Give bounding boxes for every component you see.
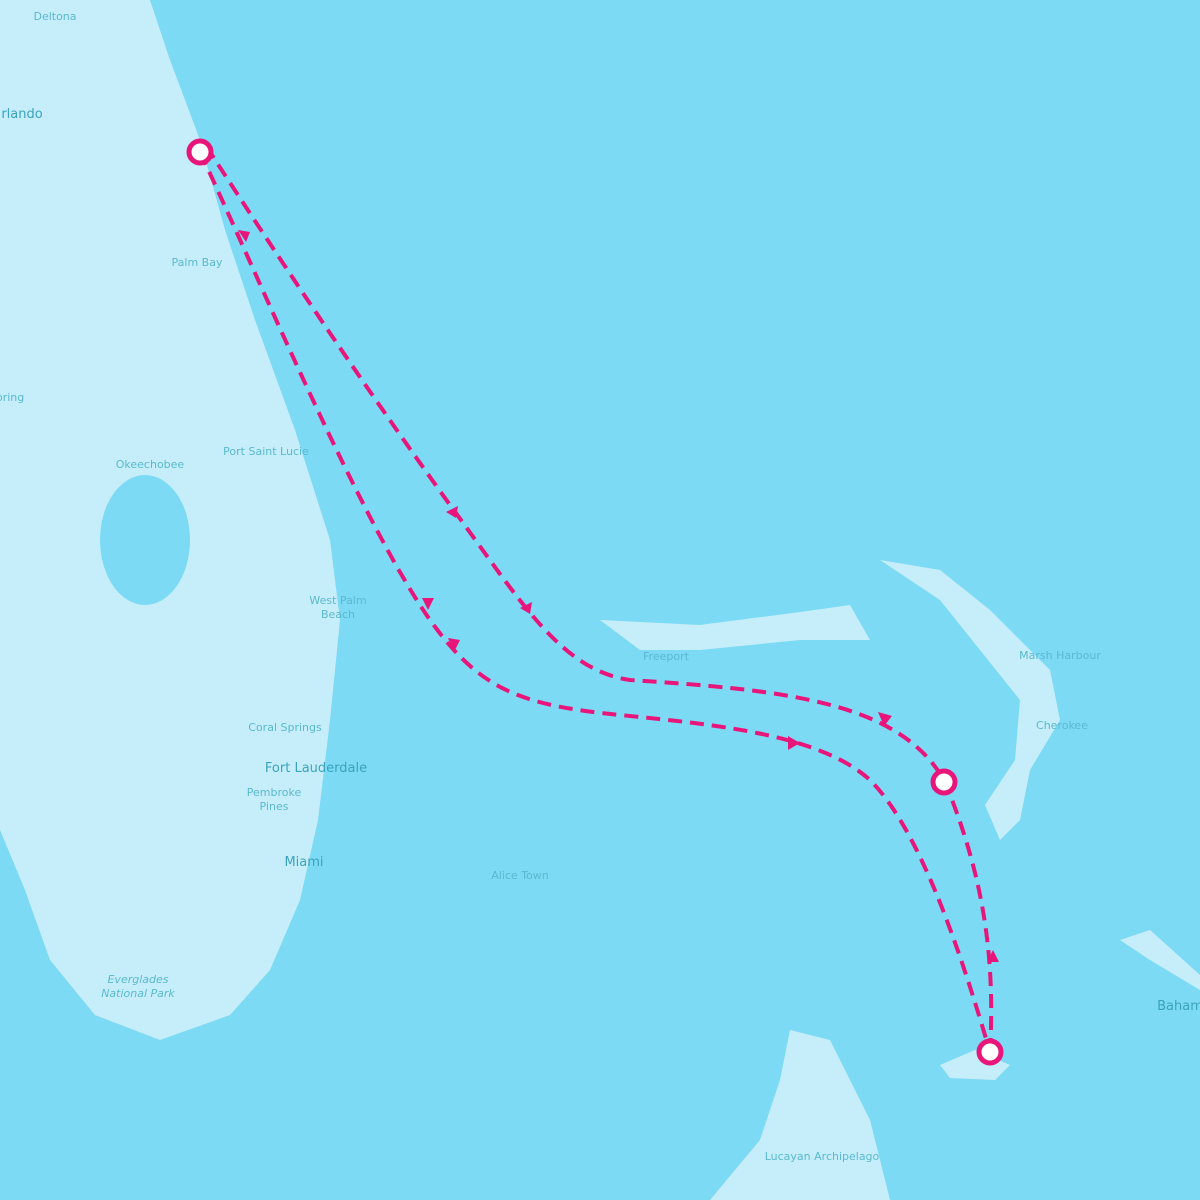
place-label: Okeechobee (116, 458, 185, 471)
eleuthera (1120, 930, 1200, 990)
label-line: West Palm (309, 594, 366, 607)
place-label: Palm Bay (172, 256, 223, 269)
route-outbound (198, 151, 992, 1053)
place-label: West Palm Beach (309, 594, 366, 621)
grand-bahama (600, 605, 870, 650)
place-label: Alice Town (491, 869, 549, 882)
label-line: National Park (101, 987, 175, 1000)
route-arrow (878, 712, 892, 726)
route-return (208, 150, 994, 1053)
label-line: Freeport (643, 650, 690, 663)
place-label: Marsh Harbour (1019, 649, 1101, 662)
lake-okeechobee (100, 475, 190, 605)
route-arrow (422, 598, 434, 610)
place-label: Lucayan Archipelago (765, 1150, 880, 1163)
labels: Deltona rlando Palm Bay pring Okeechobee Port… (0, 10, 1200, 1163)
label-line: pring (0, 391, 24, 404)
port (976, 1038, 1004, 1066)
place-label: Fort Lauderdale (265, 761, 367, 776)
place-label: rlando (1, 107, 42, 122)
label-line: Port Saint Lucie (223, 445, 309, 458)
place-label: Everglades National Park (101, 973, 175, 1000)
label-line: Okeechobee (116, 458, 185, 471)
andros (710, 1030, 890, 1200)
place-label: Pembroke Pines (247, 786, 302, 813)
label-line: Palm Bay (172, 256, 223, 269)
label-line: Deltona (33, 10, 76, 23)
route-arrow (238, 230, 250, 242)
label-line: Everglades (107, 973, 168, 986)
place-label: Port Saint Lucie (223, 445, 309, 458)
route-arrow (448, 638, 460, 652)
place-label: pring (0, 391, 24, 404)
label-line: Lucayan Archipelago (765, 1150, 880, 1163)
label-line: Pines (260, 800, 289, 813)
place-label: Freeport (643, 650, 690, 663)
label-line: rlando (1, 107, 42, 122)
label-line: Coral Springs (248, 721, 322, 734)
place-label: Miami (284, 855, 323, 870)
place-label: Cherokee (1036, 719, 1088, 732)
route-arrow (446, 506, 458, 518)
label-line: Fort Lauderdale (265, 761, 367, 776)
label-line: Marsh Harbour (1019, 649, 1101, 662)
port (186, 138, 214, 166)
label-line: Pembroke (247, 786, 302, 799)
port (930, 768, 958, 796)
route-arrow (520, 602, 532, 614)
label-line: Baham (1157, 999, 1200, 1014)
route-arrow (788, 736, 800, 750)
route-arrow (987, 950, 999, 962)
label-line: Beach (321, 608, 355, 621)
abaco (880, 560, 1060, 840)
label-line: Miami (284, 855, 323, 870)
place-label: Baham (1157, 999, 1200, 1014)
place-label: Coral Springs (248, 721, 322, 734)
place-label: Deltona (33, 10, 76, 23)
label-line: Alice Town (491, 869, 549, 882)
label-line: Cherokee (1036, 719, 1088, 732)
